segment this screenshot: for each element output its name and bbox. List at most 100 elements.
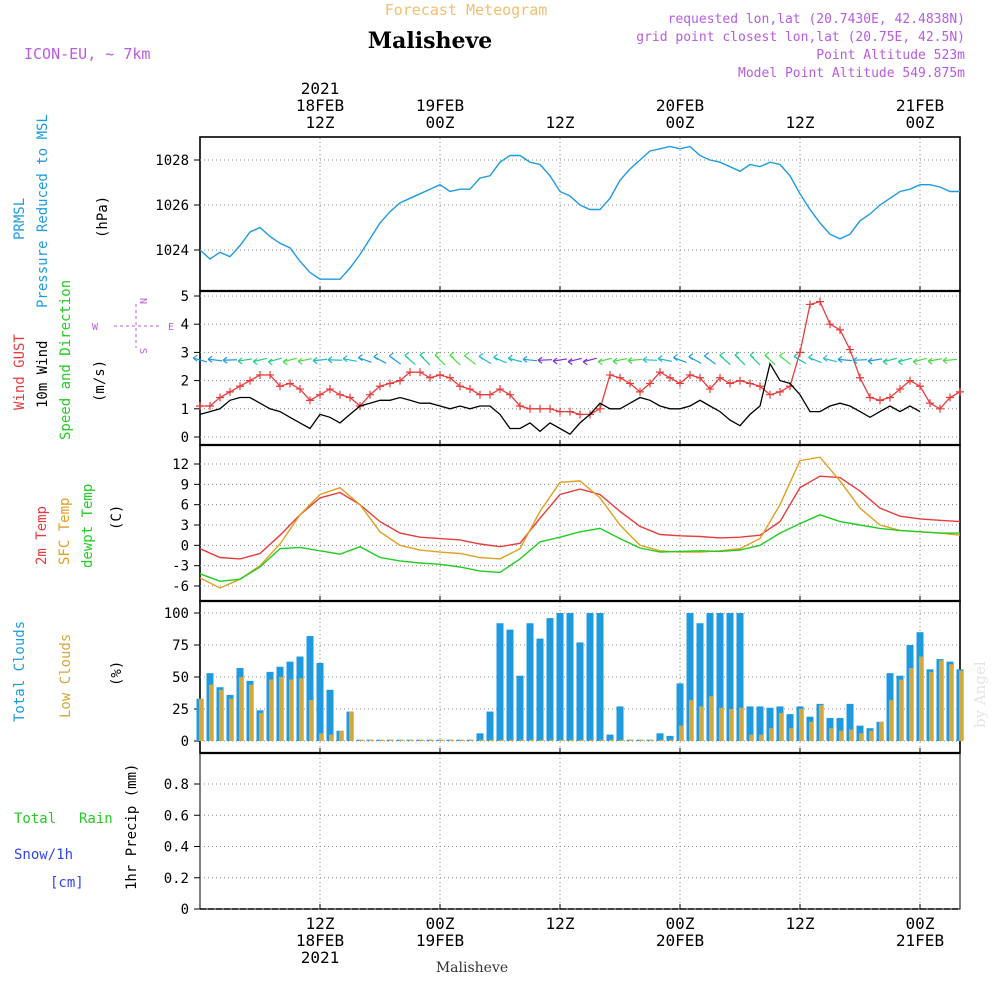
wind-arrow-shaft bbox=[537, 359, 553, 361]
wind-direction-arrow bbox=[793, 352, 807, 365]
y-tick-label: 5 bbox=[181, 289, 189, 305]
low-cloud-bar bbox=[429, 739, 433, 741]
total-cloud-bar bbox=[786, 714, 794, 741]
total-cloud-bar bbox=[476, 733, 484, 741]
wind-direction-arrow bbox=[537, 356, 553, 364]
wind-direction-arrow bbox=[612, 357, 627, 365]
gust-marker bbox=[736, 376, 744, 385]
low-cloud-bar bbox=[239, 677, 243, 741]
gust-marker bbox=[336, 390, 344, 399]
low-cloud-bar bbox=[269, 679, 273, 741]
y-tick-label: 4 bbox=[181, 317, 189, 333]
wind-arrow-shaft bbox=[673, 357, 687, 363]
wind-arrow-shaft bbox=[327, 359, 343, 361]
gust-marker bbox=[756, 382, 764, 391]
wind-arrow-head bbox=[673, 354, 678, 362]
total-cloud-bar bbox=[666, 735, 674, 741]
low-cloud-bar bbox=[499, 739, 503, 741]
gust-marker bbox=[876, 396, 884, 405]
low-cloud-bar bbox=[809, 721, 813, 741]
wind-arrow-shaft bbox=[837, 358, 853, 362]
wind-direction-arrow bbox=[388, 352, 402, 365]
gust-marker bbox=[596, 404, 604, 413]
wind-arrow-head bbox=[793, 352, 799, 360]
low-cloud-bar bbox=[959, 670, 963, 741]
wind-arrow-head bbox=[404, 351, 410, 359]
wind-arrow-shaft bbox=[642, 359, 658, 361]
gust-marker bbox=[316, 390, 324, 399]
time-label-bottom: 12Z bbox=[786, 914, 815, 933]
total-cloud-bar bbox=[676, 683, 684, 741]
gust-marker bbox=[956, 387, 964, 396]
wind-direction-arrow bbox=[297, 357, 312, 365]
gust-marker bbox=[886, 393, 894, 402]
time-label-bottom: 00Z bbox=[426, 914, 455, 933]
low-cloud-bar bbox=[479, 739, 483, 741]
total-cloud-bar bbox=[486, 711, 494, 741]
gust-marker bbox=[456, 382, 464, 391]
time-label-bottom: 00Z bbox=[906, 914, 935, 933]
wind-direction-arrow bbox=[449, 351, 461, 366]
time-label-top: 12Z bbox=[306, 113, 335, 132]
y-tick-label: 0 bbox=[181, 734, 189, 750]
y-tick-label: 0.6 bbox=[164, 808, 189, 824]
wind-direction-arrow bbox=[688, 353, 702, 364]
compass-e: E bbox=[168, 322, 174, 333]
low-cloud-bar bbox=[539, 739, 543, 741]
wind-arrow-head bbox=[837, 355, 843, 363]
gust-marker bbox=[246, 376, 254, 385]
low-cloud-bar bbox=[759, 734, 763, 741]
wind-direction-arrow bbox=[434, 351, 446, 366]
gust-line bbox=[200, 300, 961, 416]
panel-5-frame bbox=[199, 752, 961, 910]
low-cloud-bar bbox=[899, 679, 903, 741]
low-cloud-bar bbox=[859, 733, 863, 741]
wind-arrow-head bbox=[192, 354, 198, 362]
wind-arrow-shaft bbox=[298, 358, 312, 362]
gust-marker bbox=[706, 385, 714, 394]
low-cloud-bar bbox=[329, 734, 333, 741]
p2-label-wind: 10m Wind bbox=[35, 341, 51, 408]
time-label-top: 12Z bbox=[786, 113, 815, 132]
wind-arrow-head bbox=[282, 358, 288, 366]
time-label-bottom: 00Z bbox=[666, 914, 695, 933]
y-tick-label: -3 bbox=[172, 559, 189, 575]
low-cloud-bar bbox=[779, 712, 783, 741]
footer-location: Malisheve bbox=[436, 960, 508, 976]
gust-marker bbox=[486, 390, 494, 399]
gust-marker bbox=[446, 373, 454, 382]
wind-direction-arrow bbox=[493, 353, 507, 364]
model-name: ICON-EU, ~ 7km bbox=[24, 45, 150, 63]
wind-direction-arrow bbox=[192, 354, 207, 363]
wind-arrow-head bbox=[327, 356, 333, 364]
p3-label-sfc: SFC Temp bbox=[57, 498, 73, 565]
wind-arrow-head bbox=[388, 352, 394, 360]
low-cloud-bar bbox=[339, 730, 343, 741]
low-cloud-bar bbox=[359, 739, 363, 741]
time-label-bottom: 2021 bbox=[301, 948, 340, 967]
time-label-top: 00Z bbox=[426, 113, 455, 132]
y-tick-label: 75 bbox=[172, 638, 189, 654]
location-title: Malisheve bbox=[368, 28, 492, 54]
total-cloud-bar bbox=[306, 636, 314, 741]
wind-arrow-head bbox=[567, 358, 573, 366]
gust-marker bbox=[536, 404, 544, 413]
wind-arrow-shaft bbox=[942, 358, 958, 362]
total-cloud-bar bbox=[656, 733, 664, 741]
wind-arrow-head bbox=[237, 357, 243, 365]
low-cloud-bar bbox=[939, 660, 943, 741]
low-cloud-bar bbox=[909, 668, 913, 741]
wind-arrow-head bbox=[507, 354, 513, 362]
gust-marker bbox=[296, 385, 304, 394]
wind-arrow-shaft bbox=[283, 357, 297, 363]
wind-arrow-head bbox=[419, 351, 425, 359]
wind-direction-arrow bbox=[719, 351, 731, 366]
gust-marker bbox=[716, 373, 724, 382]
total-cloud-bar bbox=[586, 613, 594, 741]
time-label-top: 19FEB bbox=[416, 96, 464, 115]
low-cloud-bar bbox=[769, 728, 773, 741]
p4-label-total: Total Clouds bbox=[12, 621, 28, 722]
y-tick-label: 1026 bbox=[155, 198, 189, 214]
wind-arrow-head bbox=[597, 358, 603, 366]
total-cloud-bar bbox=[716, 613, 724, 741]
